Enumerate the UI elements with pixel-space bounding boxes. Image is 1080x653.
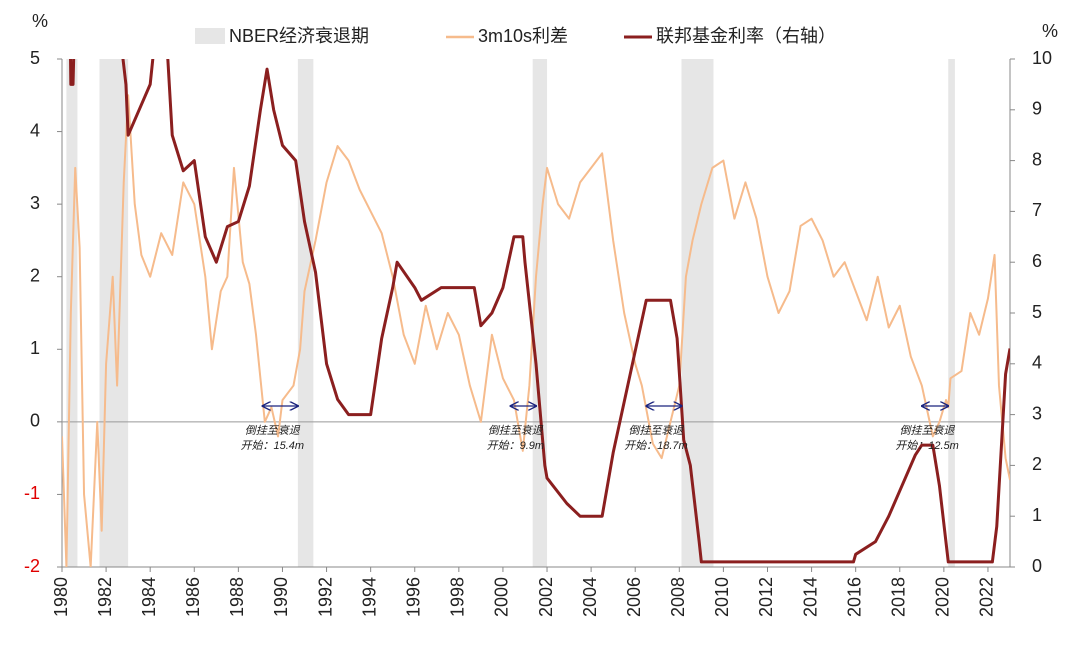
y-tick-label: 2	[30, 265, 40, 285]
recession-band	[297, 59, 314, 567]
annotation-text: 开始：15.4m	[240, 439, 304, 452]
x-tick-label: 2020	[933, 577, 953, 617]
y2-tick-label: 2	[1032, 454, 1042, 474]
x-tick-label: 1988	[227, 577, 247, 617]
annotation-text: 倒挂至衰退	[628, 424, 684, 437]
y2-tick-label: 10	[1032, 48, 1052, 68]
annotation-text: 倒挂至衰退	[900, 424, 956, 437]
recession-band	[948, 59, 955, 567]
x-tick-label: 1984	[139, 577, 159, 617]
x-tick-label: 1986	[183, 577, 203, 617]
x-tick-label: 2014	[800, 577, 820, 617]
series-line	[69, 59, 1010, 564]
y2-tick-label: 7	[1032, 200, 1042, 220]
x-tick-label: 2016	[844, 577, 864, 617]
y2-tick-label: 8	[1032, 149, 1042, 169]
x-tick-label: 2010	[712, 577, 732, 617]
y-tick-label: -1	[24, 483, 40, 503]
x-tick-label: 1980	[51, 577, 71, 617]
y2-tick-label: 9	[1032, 99, 1042, 119]
y2-tick-label: 4	[1032, 353, 1042, 373]
x-tick-label: 2022	[977, 577, 997, 617]
y-unit: %	[32, 11, 48, 31]
x-tick-label: 1990	[271, 577, 291, 617]
series-line	[62, 94, 1010, 567]
x-tick-label: 2000	[492, 577, 512, 617]
x-tick-label: 2012	[756, 577, 776, 617]
x-tick-label: 1994	[359, 577, 379, 617]
annotation-text: 开始：9.9m	[487, 439, 544, 452]
y2-tick-label: 0	[1032, 556, 1042, 576]
y-tick-label: 0	[30, 411, 40, 431]
x-tick-label: 2018	[889, 577, 909, 617]
y-tick-label: -2	[24, 556, 40, 576]
x-tick-label: 2004	[580, 577, 600, 617]
x-tick-label: 1992	[315, 577, 335, 617]
annotation-text: 倒挂至衰退	[245, 424, 301, 437]
y2-tick-label: 1	[1032, 505, 1042, 525]
annotation-text: 开始：18.7m	[624, 439, 688, 452]
x-tick-label: 2008	[668, 577, 688, 617]
x-tick-label: 2002	[536, 577, 556, 617]
y2-tick-label: 3	[1032, 403, 1042, 423]
y-tick-label: 3	[30, 193, 40, 213]
legend-swatch	[195, 28, 225, 44]
x-tick-label: 1998	[448, 577, 468, 617]
y2-unit: %	[1042, 21, 1058, 41]
x-tick-label: 1996	[403, 577, 423, 617]
legend-label: NBER经济衰退期	[229, 26, 369, 46]
recession-band	[532, 59, 548, 567]
y2-tick-label: 6	[1032, 251, 1042, 271]
legend-label: 联邦基金利率（右轴）	[656, 26, 836, 46]
recession-band	[66, 59, 78, 567]
x-tick-label: 2006	[624, 577, 644, 617]
y-tick-label: 4	[30, 120, 40, 140]
x-tick-label: 1982	[95, 577, 115, 617]
y-tick-label: 1	[30, 338, 40, 358]
y2-tick-label: 5	[1032, 302, 1042, 322]
recession-band	[681, 59, 714, 567]
annotation-text: 开始：12.5m	[895, 439, 959, 452]
y-tick-label: 5	[30, 48, 40, 68]
annotation-text: 倒挂至衰退	[488, 424, 544, 437]
legend-label: 3m10s利差	[478, 26, 568, 46]
